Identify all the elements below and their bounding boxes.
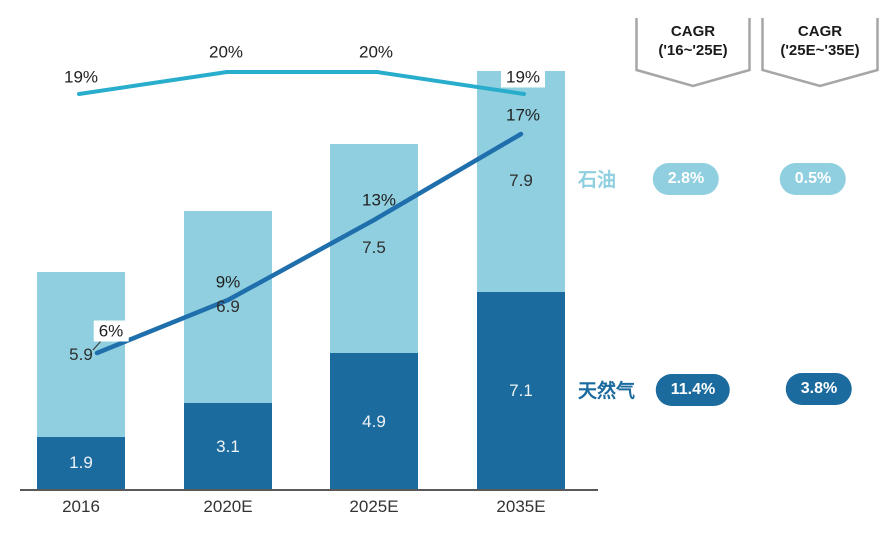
cagr-pill-oil-16-25: 2.8%	[652, 163, 720, 195]
bar-2016-gas	[37, 436, 125, 490]
cagr-header-col1: CAGR ('16~'25E)	[635, 18, 751, 61]
cagr-banner-col2: CAGR ('25E~'35E)	[761, 18, 879, 90]
cagr-pill-gas-25-35: 3.8%	[785, 373, 853, 405]
cagr-period-col2: ('25E~'35E)	[780, 41, 860, 59]
bar-2025E-gas	[330, 353, 418, 490]
bar-2035E-oil	[477, 71, 565, 292]
banner-ribbon-shape	[635, 18, 751, 88]
bar-2025E-oil	[330, 143, 418, 354]
cagr-banner-col1: CAGR ('16~'25E)	[635, 18, 751, 90]
bar-2016-oil	[37, 272, 125, 437]
cagr-title-col1: CAGR	[670, 23, 716, 40]
bar-2020E-gas	[184, 403, 272, 490]
x-axis-line	[20, 489, 598, 491]
cagr-header-col2: CAGR ('25E~'35E)	[761, 18, 879, 61]
banner-ribbon-shape	[761, 18, 879, 88]
cagr-period-col1: ('16~'25E)	[658, 41, 728, 59]
legend-label-oil: 石油	[578, 170, 617, 191]
cagr-pill-gas-16-25: 11.4%	[655, 374, 731, 406]
bar-2035E-gas	[477, 291, 565, 490]
legend-label-gas: 天然气	[578, 381, 636, 402]
cagr-pill-oil-25-35: 0.5%	[779, 163, 847, 195]
bar-2020E-oil	[184, 210, 272, 404]
cagr-title-col2: CAGR	[797, 23, 843, 40]
